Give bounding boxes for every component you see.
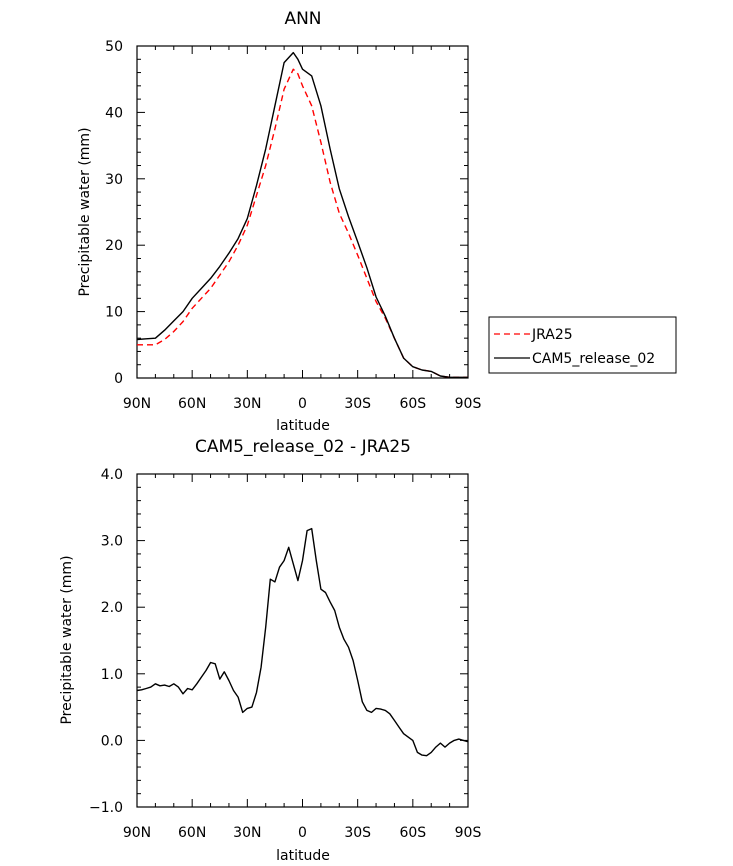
panel-2-y-tick-labels: −1.0 0.0 1.0 2.0 3.0 4.0 (89, 467, 123, 816)
panel-1-y-axis-label: Precipitable water (mm) (77, 127, 93, 296)
x-tick-label: 90S (455, 396, 482, 412)
panel-2-x-tick-labels: 90N 60N 30N 0 30S 60S 90S (123, 825, 482, 841)
x-tick-label: 0 (298, 396, 307, 412)
panel-2-title: CAM5_release_02 - JRA25 (195, 437, 411, 457)
panel-2-y-axis-label: Precipitable water (mm) (59, 555, 75, 724)
y-tick-label: 10 (105, 305, 123, 321)
x-tick-label: 30S (344, 396, 371, 412)
panel-2: CAM5_release_02 - JRA25 90N 60N 30N 0 30S 60S… (59, 437, 481, 864)
series-line-jra25 (137, 68, 468, 378)
y-tick-label: 2.0 (101, 600, 123, 616)
panel-1-y-tick-labels: 0 10 20 30 40 50 (105, 39, 123, 387)
x-tick-label: 30N (233, 825, 261, 841)
x-tick-label: 30N (233, 396, 261, 412)
y-tick-label: 50 (105, 39, 123, 55)
panel-1-series (136, 51, 468, 378)
legend-label-cam5: CAM5_release_02 (532, 351, 655, 367)
x-tick-label: 90N (123, 396, 151, 412)
panel-2-series (136, 527, 469, 757)
x-tick-label: 90S (455, 825, 482, 841)
x-tick-label: 60N (178, 396, 206, 412)
x-tick-label: 60S (399, 396, 426, 412)
legend-box (488, 316, 677, 374)
x-tick-label: 0 (298, 825, 307, 841)
legend-label-jra25: JRA25 (531, 327, 573, 343)
panel-2-ticks (136, 473, 469, 808)
panel-1-x-tick-labels: 90N 60N 30N 0 30S 60S 90S (123, 396, 482, 412)
x-tick-label: 30S (344, 825, 371, 841)
y-tick-label: 0.0 (101, 733, 123, 749)
y-tick-label: 30 (105, 172, 123, 188)
panel-1-x-axis-label: latitude (276, 418, 330, 434)
panel-1-plot-frame (136, 45, 469, 379)
x-tick-label: 60S (399, 825, 426, 841)
panel-1-title: ANN (284, 9, 321, 29)
x-tick-label: 90N (123, 825, 151, 841)
series-line-cam5-release-02-jra25 (136, 527, 469, 757)
y-tick-label: 40 (105, 105, 123, 121)
y-tick-label: 20 (105, 238, 123, 254)
legend: JRA25 CAM5_release_02 (488, 316, 677, 374)
y-tick-label: 1.0 (101, 667, 123, 683)
panel-2-plot-frame (136, 473, 469, 808)
series-line-cam5-release-02 (136, 51, 468, 378)
y-tick-label: 3.0 (101, 534, 123, 550)
y-tick-label: 4.0 (101, 467, 123, 483)
y-tick-label: −1.0 (89, 800, 123, 816)
panel-2-x-axis-label: latitude (276, 848, 330, 864)
panel-1: ANN 90N 60N 30N 0 30S 60S 90S 0 10 20 30 40 50 lati… (77, 9, 677, 434)
panel-1-ticks (136, 45, 469, 379)
x-tick-label: 60N (178, 825, 206, 841)
y-tick-label: 0 (114, 371, 123, 387)
